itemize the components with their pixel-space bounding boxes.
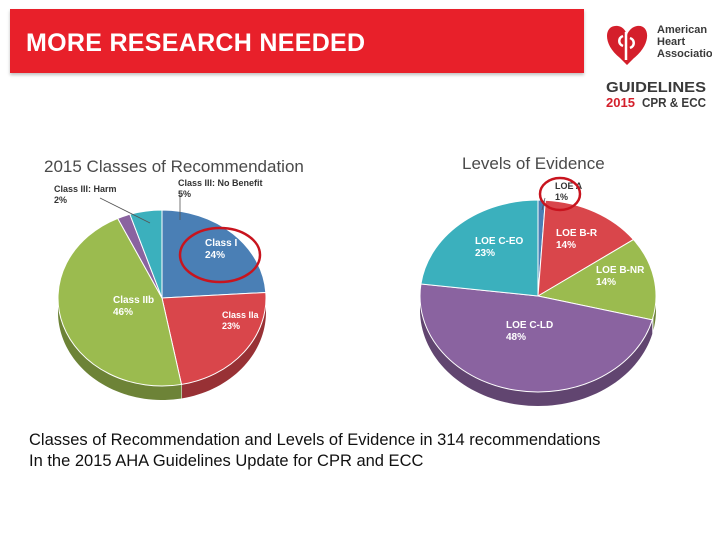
label-class-i: Class I [205,238,237,249]
value-class-i: 24% [205,250,225,261]
logo-org-line3: Association [657,48,712,60]
page-title: MORE RESEARCH NEEDED [26,29,366,57]
slice-class-iia [161,291,267,386]
slice-class-iii-no-benefit [129,209,163,299]
chart2-title: Levels of Evidence [462,154,605,173]
value-class-iib: 46% [113,307,133,318]
caption-line2: In the 2015 AHA Guidelines Update for CP… [29,452,424,470]
caption-line1: Classes of Recommendation and Levels of … [29,431,601,449]
title-banner: MORE RESEARCH NEEDED [10,9,584,73]
label-loe-c-eo: LOE C-EO [475,236,524,247]
label-loe-b-nr: LOE B-NR [596,265,645,276]
slice-loe-b-r [537,199,635,297]
label-class-iib: Class IIb [113,295,154,306]
value-class-iia: 23% [222,321,240,331]
value-loe-c-ld: 48% [506,332,526,343]
chart1-title: 2015 Classes of Recommendation [44,157,304,176]
leader-class-iii-harm [99,197,151,224]
pie-charts: 2015 Classes of Recommendation Levels of… [44,154,657,406]
value-loe-a: 1% [555,192,568,202]
label-class-iii-harm: Class III: Harm [54,184,117,194]
slice-class-i [161,209,267,299]
slice-side-loe-b-nr [653,297,656,331]
aha-logo: American Heart Association GUIDELINES 20… [606,24,712,110]
label-loe-b-r: LOE B-R [556,228,598,239]
label-loe-c-ld: LOE C-LD [506,320,553,331]
slice-loe-c-eo [420,199,539,297]
slice-side-class-iib [58,297,182,400]
slice-side-class-iia [182,299,266,399]
label-class-iia: Class IIa [222,310,260,320]
logo-org-line1: American [657,24,707,36]
caption: Classes of Recommendation and Levels of … [29,430,709,472]
highlight-circle [538,176,582,212]
highlight-circle [178,226,262,284]
heart-torch-icon [607,25,648,65]
label-class-iii-no-benefit: Class III: No Benefit [178,178,263,188]
slice-class-iib [57,217,183,387]
value-class-iii-no-benefit: 5% [178,189,191,199]
value-class-iii-harm: 2% [54,195,67,205]
slice-loe-b-nr [536,238,657,321]
logo-year: 2015 [606,95,635,110]
slice-loe-c-ld [419,283,653,393]
logo-subtitle: CPR & ECC [642,95,707,110]
logo-guidelines: GUIDELINES [606,79,706,96]
logo-org-line2: Heart [657,36,685,48]
label-loe-a: LOE A [555,181,583,191]
value-loe-b-nr: 14% [596,277,616,288]
value-loe-b-r: 14% [556,240,576,251]
value-loe-c-eo: 23% [475,248,495,259]
